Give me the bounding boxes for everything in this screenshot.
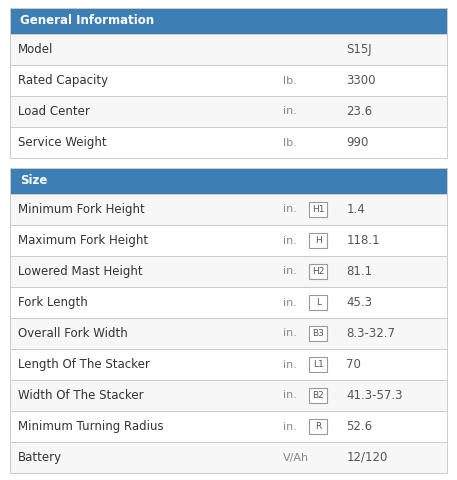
Text: in.: in. (283, 204, 297, 215)
Text: 990: 990 (346, 136, 369, 149)
FancyBboxPatch shape (10, 34, 447, 65)
Text: S15J: S15J (346, 43, 372, 56)
FancyBboxPatch shape (10, 318, 447, 349)
FancyBboxPatch shape (10, 127, 447, 158)
Text: Load Center: Load Center (18, 105, 90, 118)
Text: R: R (315, 422, 321, 431)
Text: Overall Fork Width: Overall Fork Width (18, 327, 128, 340)
Text: 45.3: 45.3 (346, 296, 372, 309)
Text: in.: in. (283, 328, 297, 338)
Text: in.: in. (283, 298, 297, 308)
FancyBboxPatch shape (10, 8, 447, 34)
Text: Width Of The Stacker: Width Of The Stacker (18, 389, 143, 402)
FancyBboxPatch shape (309, 202, 327, 217)
Text: Minimum Fork Height: Minimum Fork Height (18, 203, 145, 216)
FancyBboxPatch shape (10, 225, 447, 256)
Text: H1: H1 (312, 205, 324, 214)
FancyBboxPatch shape (10, 287, 447, 318)
FancyBboxPatch shape (309, 388, 327, 403)
Text: V/Ah: V/Ah (283, 453, 309, 463)
Text: 12/120: 12/120 (346, 451, 388, 464)
FancyBboxPatch shape (10, 442, 447, 473)
Text: lb.: lb. (283, 137, 297, 147)
Text: Service Weight: Service Weight (18, 136, 106, 149)
Text: Battery: Battery (18, 451, 62, 464)
Text: Fork Length: Fork Length (18, 296, 88, 309)
FancyBboxPatch shape (309, 357, 327, 372)
FancyBboxPatch shape (10, 256, 447, 287)
FancyBboxPatch shape (10, 349, 447, 380)
Text: L: L (316, 298, 321, 307)
FancyBboxPatch shape (10, 380, 447, 411)
FancyBboxPatch shape (10, 168, 447, 194)
Text: H2: H2 (312, 267, 324, 276)
FancyBboxPatch shape (10, 194, 447, 225)
Text: B3: B3 (313, 329, 324, 338)
FancyBboxPatch shape (309, 326, 327, 341)
Text: 118.1: 118.1 (346, 234, 380, 247)
Text: 8.3-32.7: 8.3-32.7 (346, 327, 395, 340)
Text: L1: L1 (313, 360, 324, 369)
Text: 3300: 3300 (346, 74, 376, 87)
FancyBboxPatch shape (309, 295, 327, 310)
Text: in.: in. (283, 421, 297, 432)
FancyBboxPatch shape (309, 233, 327, 248)
FancyBboxPatch shape (10, 96, 447, 127)
Text: Length Of The Stacker: Length Of The Stacker (18, 358, 150, 371)
FancyBboxPatch shape (10, 65, 447, 96)
Text: in.: in. (283, 236, 297, 245)
Text: in.: in. (283, 360, 297, 370)
Text: B2: B2 (313, 391, 324, 400)
Text: 70: 70 (346, 358, 361, 371)
Text: 52.6: 52.6 (346, 420, 372, 433)
Text: 1.4: 1.4 (346, 203, 365, 216)
Text: in.: in. (283, 107, 297, 117)
Text: Maximum Fork Height: Maximum Fork Height (18, 234, 148, 247)
Text: Rated Capacity: Rated Capacity (18, 74, 108, 87)
Text: in.: in. (283, 391, 297, 400)
Text: Minimum Turning Radius: Minimum Turning Radius (18, 420, 164, 433)
Text: Lowered Mast Height: Lowered Mast Height (18, 265, 143, 278)
Text: 81.1: 81.1 (346, 265, 372, 278)
FancyBboxPatch shape (309, 419, 327, 434)
FancyBboxPatch shape (10, 411, 447, 442)
Text: Model: Model (18, 43, 53, 56)
FancyBboxPatch shape (309, 264, 327, 279)
Text: in.: in. (283, 266, 297, 276)
Text: lb.: lb. (283, 75, 297, 85)
Text: 41.3-57.3: 41.3-57.3 (346, 389, 403, 402)
Text: H: H (315, 236, 322, 245)
Text: General Information: General Information (20, 14, 154, 27)
Text: Size: Size (20, 175, 48, 188)
Text: 23.6: 23.6 (346, 105, 372, 118)
